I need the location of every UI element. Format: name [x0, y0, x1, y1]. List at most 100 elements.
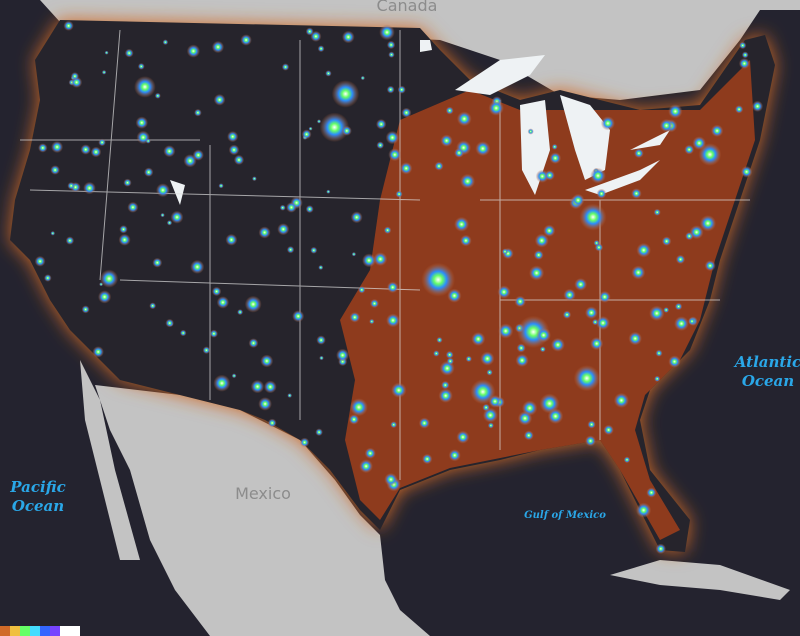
city-light [649, 305, 665, 321]
city-light [600, 116, 616, 131]
city-light [388, 51, 395, 58]
city-light [631, 265, 646, 280]
city-light [279, 204, 286, 211]
city-light [124, 48, 134, 58]
city-light [534, 233, 549, 248]
city-light [433, 350, 440, 357]
city-light [517, 411, 533, 426]
city-light [218, 183, 224, 189]
city-light [318, 265, 324, 270]
city-light [386, 281, 399, 294]
city-light [350, 211, 363, 224]
city-light [376, 141, 385, 149]
city-light [475, 141, 491, 157]
city-light [305, 27, 314, 36]
city-light [319, 112, 350, 142]
city-light [699, 215, 717, 232]
city-light [631, 188, 642, 199]
city-light [228, 144, 240, 156]
city-light [563, 288, 576, 302]
city-light [498, 323, 514, 339]
city-light [574, 278, 588, 291]
city-light [527, 128, 534, 135]
city-light [655, 543, 666, 554]
city-light [692, 136, 706, 150]
city-light [209, 329, 218, 338]
great-lakes [170, 40, 670, 205]
label-atlantic: Atlantic Ocean [733, 353, 800, 390]
city-light [386, 85, 395, 94]
cuba-land [610, 560, 790, 600]
city-light [441, 380, 450, 390]
label-canada: Canada [377, 0, 438, 15]
city-light [488, 395, 502, 408]
city-light [536, 327, 551, 343]
city-light [482, 403, 490, 412]
city-light [623, 456, 631, 464]
city-light [104, 50, 109, 55]
city-light [636, 242, 651, 258]
city-light [516, 343, 526, 353]
city-light [698, 143, 722, 166]
city-light [470, 379, 496, 405]
city-light [364, 447, 376, 459]
city-light [596, 188, 607, 199]
city-light [213, 94, 226, 106]
city-light [65, 236, 75, 245]
city-light [51, 141, 64, 153]
city-light [98, 138, 106, 147]
city-light [436, 336, 443, 344]
city-light [447, 288, 462, 303]
city-light [668, 355, 681, 368]
city-light [675, 254, 686, 265]
city-light [244, 295, 262, 313]
city-light [551, 143, 558, 150]
city-light [179, 329, 187, 337]
city-light [152, 257, 163, 268]
city-light [252, 176, 257, 182]
city-light [277, 223, 290, 236]
city-light [349, 312, 361, 323]
city-light [286, 202, 297, 213]
city-light [325, 70, 332, 77]
city-light [258, 397, 272, 411]
city-light [67, 182, 75, 190]
city-light [395, 190, 403, 198]
city-light [118, 233, 131, 246]
city-light [571, 193, 585, 207]
city-light [316, 335, 326, 345]
city-light [211, 40, 225, 54]
city-light [119, 225, 128, 234]
city-light [465, 355, 472, 363]
city-light [376, 119, 387, 130]
label-pacific: Pacific Ocean [9, 478, 65, 515]
city-light [301, 129, 312, 140]
city-light [165, 318, 174, 328]
city-light [341, 125, 352, 136]
city-light [598, 290, 611, 303]
city-light [460, 173, 476, 189]
city-light [308, 126, 313, 131]
city-light [316, 119, 322, 124]
city-light [267, 418, 277, 428]
city-light [688, 317, 696, 326]
city-light [44, 274, 52, 282]
city-light [704, 260, 716, 272]
city-light [373, 252, 388, 266]
city-light [237, 309, 244, 316]
city-light [689, 225, 704, 240]
city-light [550, 337, 565, 352]
city-light [654, 375, 661, 382]
city-light [386, 313, 400, 328]
city-light [663, 307, 670, 313]
city-light [514, 295, 526, 308]
city-light [579, 203, 607, 231]
city-light [636, 502, 652, 518]
city-light [154, 92, 161, 99]
city-light [258, 226, 271, 239]
city-light [388, 148, 402, 162]
label-gulf: Gulf of Mexico [524, 510, 606, 521]
city-light [497, 285, 511, 299]
city-light [299, 437, 310, 448]
